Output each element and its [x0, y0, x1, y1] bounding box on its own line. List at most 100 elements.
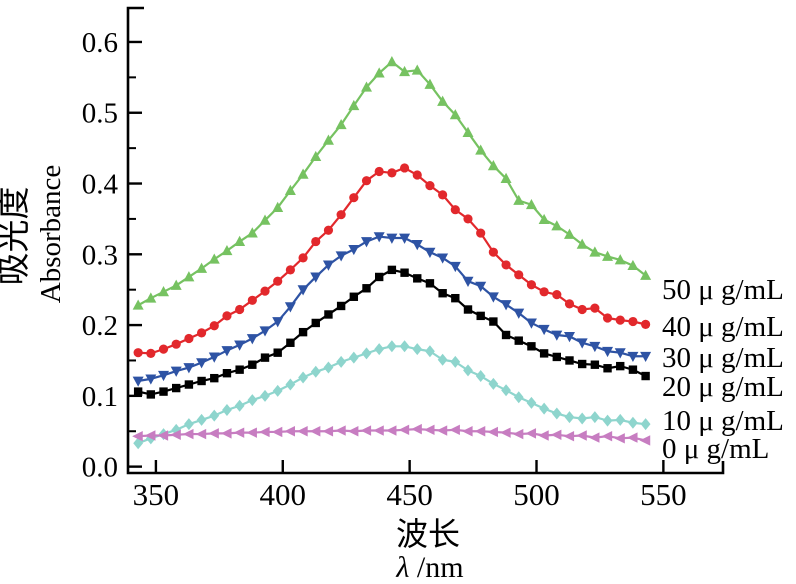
series-marker-0 [462, 126, 474, 137]
series-marker-0 [322, 134, 334, 145]
series-marker-5 [538, 430, 549, 441]
series-marker-1 [171, 339, 181, 349]
series-marker-2 [348, 244, 360, 256]
series-marker-5 [373, 425, 384, 436]
series-marker-2 [234, 340, 246, 351]
series-marker-4 [298, 371, 308, 384]
series-legend-label: 20 μ g/mL [662, 371, 784, 403]
series-marker-2 [513, 308, 525, 319]
series-marker-3 [425, 279, 435, 288]
series-marker-0 [145, 292, 157, 303]
series-marker-1 [260, 286, 270, 296]
series-marker-5 [423, 424, 435, 436]
series-marker-3 [235, 365, 244, 374]
series-marker-3 [311, 318, 320, 328]
series-marker-0 [297, 168, 309, 179]
series-marker-5 [588, 432, 600, 443]
series-marker-0 [475, 144, 487, 155]
series-marker-0 [221, 244, 233, 256]
series-marker-5 [246, 427, 257, 438]
series-marker-5 [462, 426, 473, 437]
series-marker-5 [614, 433, 625, 444]
y-tick-label: 0.5 [82, 98, 118, 130]
series-marker-4 [437, 353, 448, 366]
series-marker-5 [271, 426, 283, 438]
series-marker-1 [247, 295, 257, 305]
series-marker-0 [348, 99, 360, 111]
series-marker-2 [525, 318, 537, 329]
series-marker-3 [641, 371, 650, 381]
series-marker-5 [233, 427, 245, 438]
series-marker-2 [614, 348, 626, 359]
series-marker-3 [489, 317, 498, 326]
series-marker-1 [539, 287, 549, 297]
series-marker-2 [538, 324, 550, 336]
series-marker-3 [628, 365, 638, 374]
series-marker-1 [463, 214, 473, 224]
series-marker-4 [399, 340, 410, 353]
series-marker-2 [361, 237, 373, 248]
series-marker-0 [437, 95, 449, 106]
series-marker-1 [450, 205, 460, 215]
series-marker-4 [602, 414, 613, 427]
series-marker-5 [157, 430, 169, 441]
series-marker-0 [602, 250, 614, 261]
series-marker-5 [487, 426, 498, 438]
series-marker-2 [437, 253, 449, 264]
series-marker-3 [616, 361, 625, 371]
series-marker-0 [589, 246, 601, 257]
series-marker-2 [183, 363, 195, 374]
series-marker-4 [183, 418, 194, 431]
series-marker-3 [298, 327, 308, 337]
series-marker-2 [386, 233, 398, 244]
series-marker-3 [577, 359, 587, 369]
series-marker-3 [197, 376, 206, 386]
series-marker-5 [195, 428, 207, 440]
series-marker-1 [222, 311, 232, 321]
series-marker-4 [425, 345, 435, 358]
series-marker-5 [512, 428, 524, 440]
series-marker-0 [563, 228, 575, 239]
x-tick-label: 550 [640, 477, 687, 512]
series-marker-5 [500, 427, 511, 438]
series-marker-2 [576, 338, 588, 349]
series-marker-1 [564, 299, 575, 309]
series-marker-5 [284, 426, 295, 437]
series-marker-3 [248, 360, 257, 369]
series-marker-2 [475, 281, 487, 292]
series-marker-1 [501, 260, 511, 270]
y-tick-label: 0.1 [82, 381, 118, 413]
series-marker-3 [603, 364, 612, 373]
series-marker-5 [322, 426, 334, 437]
series-marker-4 [589, 411, 600, 424]
series-marker-1 [196, 328, 207, 338]
series-marker-2 [462, 276, 474, 287]
series-marker-2 [221, 346, 233, 357]
series-marker-0 [627, 259, 639, 271]
series-marker-3 [590, 360, 600, 369]
y-axis-title-english: Absorbance [35, 165, 67, 304]
series-marker-0 [500, 172, 512, 183]
series-marker-2 [589, 341, 601, 353]
series-marker-0 [399, 65, 411, 77]
series-marker-3 [286, 338, 295, 347]
series-marker-3 [222, 369, 232, 378]
series-marker-3 [324, 310, 333, 319]
series-marker-2 [487, 292, 499, 303]
x-axis-title-chinese: 波长 [396, 516, 460, 552]
series-marker-0 [208, 253, 220, 264]
series-marker-2 [322, 260, 334, 271]
series-marker-5 [601, 430, 613, 442]
series-marker-1 [209, 321, 219, 331]
x-tick-label: 500 [513, 477, 560, 512]
series-marker-2 [399, 233, 411, 244]
series-marker-5 [449, 424, 460, 436]
series-marker-5 [626, 432, 638, 443]
series-marker-1 [387, 168, 397, 178]
series-marker-1 [323, 225, 334, 235]
series-marker-4 [348, 351, 359, 364]
series-marker-0 [196, 262, 208, 273]
series-marker-4 [222, 404, 232, 417]
series-marker-1 [615, 315, 625, 325]
